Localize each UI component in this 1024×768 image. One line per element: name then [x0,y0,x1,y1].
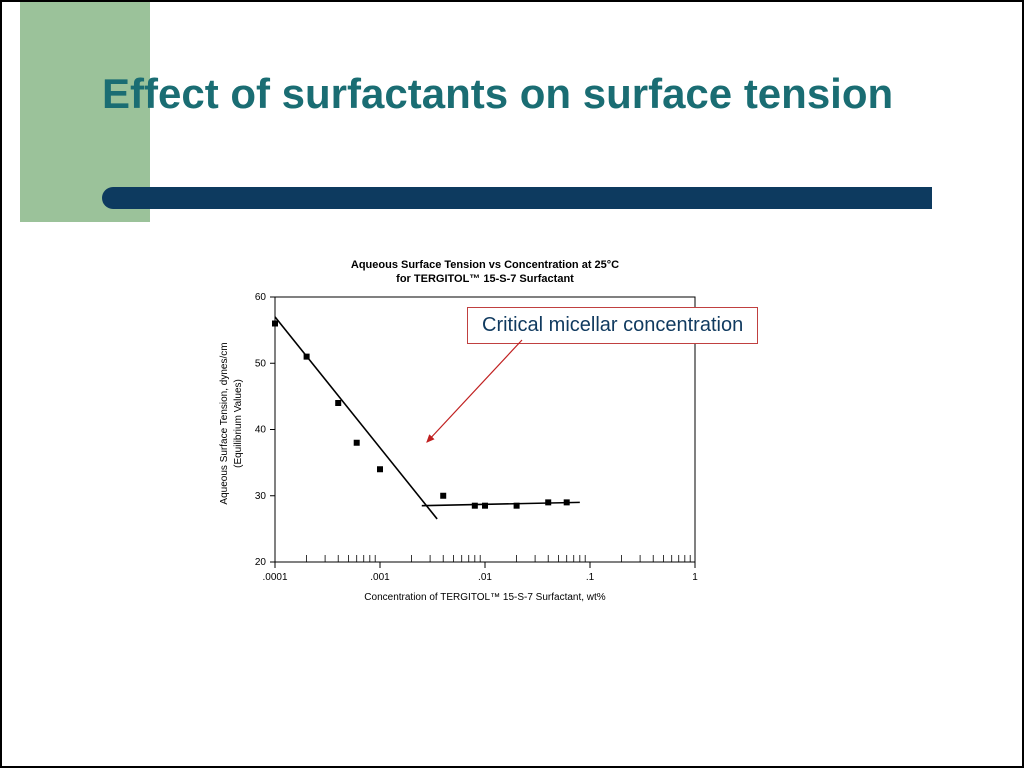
callout-cmc: Critical micellar concentration [467,307,758,344]
svg-text:30: 30 [255,491,267,502]
svg-text:1: 1 [692,572,698,583]
svg-text:60: 60 [255,292,267,303]
svg-text:.01: .01 [478,572,492,583]
svg-text:Concentration of TERGITOL™ 15-: Concentration of TERGITOL™ 15-S-7 Surfac… [364,592,606,603]
svg-text:50: 50 [255,358,267,369]
svg-text:.001: .001 [370,572,390,583]
svg-text:.1: .1 [586,572,595,583]
svg-text:Aqueous Surface Tension, dynes: Aqueous Surface Tension, dynes/cm [219,342,230,504]
svg-text:(Equilibrium Values): (Equilibrium Values) [233,379,244,468]
callout-text: Critical micellar concentration [482,314,743,336]
svg-text:Aqueous Surface Tension vs Con: Aqueous Surface Tension vs Concentration… [351,259,619,271]
surface-tension-chart: Aqueous Surface Tension vs Concentration… [190,252,750,612]
slide-title: Effect of surfactants on surface tension [102,70,982,117]
svg-text:for TERGITOL™ 15-S-7 Surfactan: for TERGITOL™ 15-S-7 Surfactant [396,273,574,285]
svg-text:.0001: .0001 [262,572,287,583]
svg-text:20: 20 [255,557,267,568]
slide: Effect of surfactants on surface tension… [0,0,1024,768]
accent-bar [102,187,932,209]
svg-text:40: 40 [255,425,267,436]
